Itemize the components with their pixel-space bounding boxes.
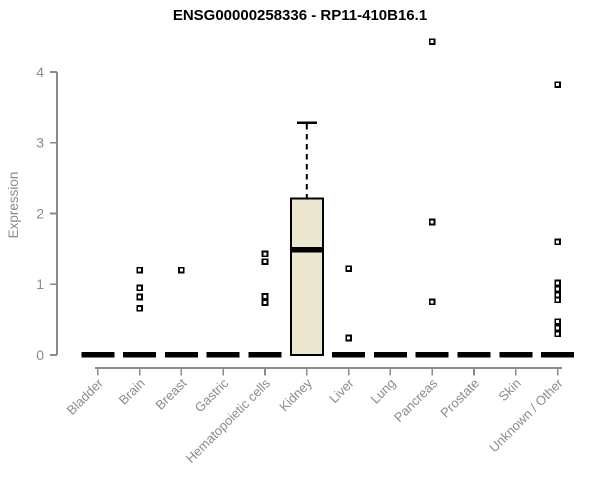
y-tick-label: 0 bbox=[36, 347, 44, 363]
flat-bar bbox=[248, 351, 282, 358]
outlier-point bbox=[428, 38, 436, 45]
outlier-point bbox=[136, 293, 143, 301]
x-category-label: Breast bbox=[152, 375, 189, 412]
outlier-point bbox=[554, 285, 561, 293]
outlier-point bbox=[136, 305, 143, 312]
x-category-label: Pancreas bbox=[391, 375, 441, 425]
x-category-label: Prostate bbox=[437, 376, 482, 421]
x-category-label: Liver bbox=[326, 375, 357, 406]
outlier-point bbox=[261, 250, 269, 258]
outlier-point bbox=[554, 324, 561, 332]
outlier-point bbox=[345, 265, 352, 272]
y-tick-label: 2 bbox=[36, 205, 44, 221]
outlier-point bbox=[345, 334, 352, 342]
outlier-point bbox=[178, 266, 185, 274]
outlier-point bbox=[554, 238, 561, 246]
outlier-point bbox=[554, 330, 561, 338]
x-category-label: Lung bbox=[367, 376, 398, 407]
x-category-label: Skin bbox=[495, 376, 523, 404]
flat-bar bbox=[415, 351, 449, 358]
y-tick-label: 1 bbox=[36, 276, 44, 292]
x-category-label: Bladder bbox=[64, 375, 107, 418]
flat-bar bbox=[81, 351, 115, 358]
y-axis-title: Expression bbox=[6, 172, 21, 239]
outlier-point bbox=[554, 81, 561, 89]
flat-bar bbox=[332, 351, 366, 358]
x-category-label: Gastric bbox=[192, 375, 232, 415]
flat-bar bbox=[123, 351, 157, 358]
outlier-point bbox=[554, 318, 561, 326]
outlier-point bbox=[428, 218, 436, 226]
chart-title: ENSG00000258336 - RP11-410B16.1 bbox=[172, 7, 428, 24]
flat-bar bbox=[206, 351, 240, 358]
outlier-point bbox=[261, 292, 269, 300]
y-tick-label: 3 bbox=[36, 135, 44, 151]
outlier-point bbox=[136, 266, 143, 274]
outlier-point bbox=[136, 284, 143, 292]
flat-bar bbox=[164, 351, 198, 358]
flat-bar bbox=[499, 351, 533, 358]
x-category-label: Unknown / Other bbox=[486, 375, 566, 455]
outlier-point bbox=[554, 296, 561, 304]
outlier-point bbox=[261, 258, 269, 265]
flat-bar bbox=[541, 351, 575, 358]
x-category-label: Kidney bbox=[276, 375, 315, 414]
outlier-point bbox=[428, 298, 436, 306]
outlier-point bbox=[261, 299, 269, 306]
x-category-label: Brain bbox=[116, 376, 148, 408]
outlier-point bbox=[554, 279, 561, 287]
box bbox=[289, 197, 324, 356]
flat-bar bbox=[373, 351, 407, 358]
flat-bar bbox=[457, 351, 491, 358]
median-line bbox=[290, 246, 323, 253]
y-tick-label: 4 bbox=[36, 64, 44, 80]
